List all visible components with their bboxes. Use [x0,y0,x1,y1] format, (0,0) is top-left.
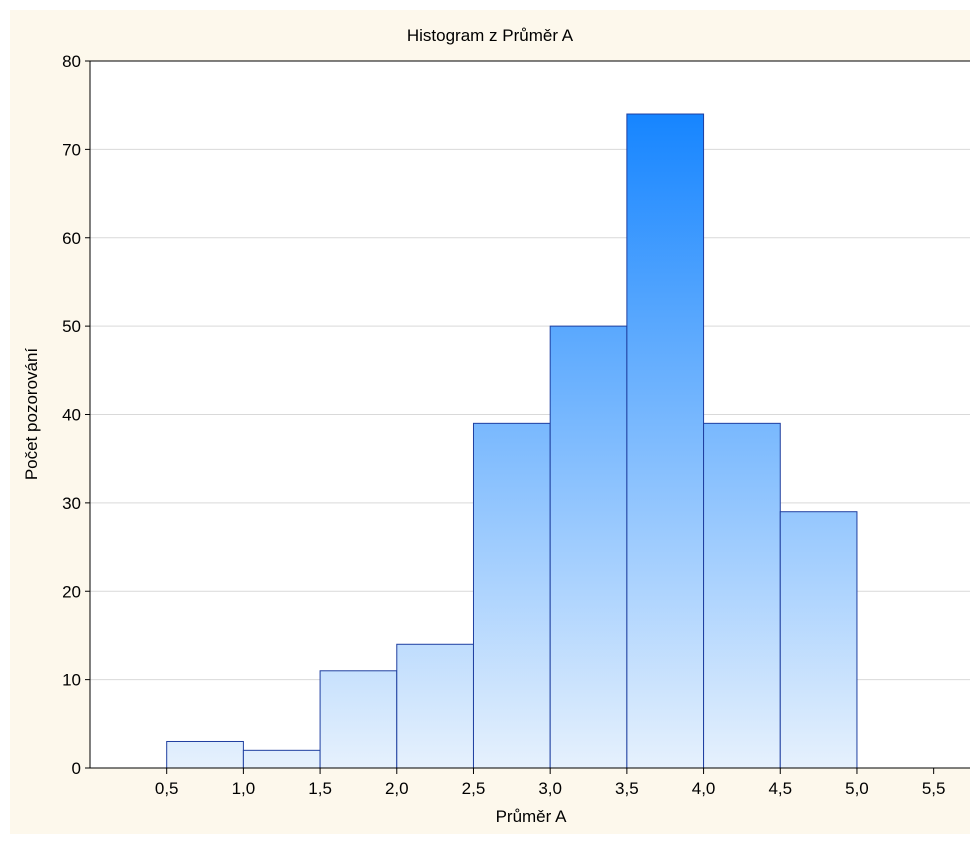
x-tick-label: 1,5 [308,779,332,798]
x-tick-label: 2,5 [462,779,486,798]
bars [166,113,858,769]
y-tick-label: 10 [62,671,81,690]
x-axis-title: Průměr A [496,807,568,826]
histogram-bar [779,511,858,769]
x-tick-label: 3,5 [615,779,639,798]
x-tick-label: 1,0 [232,779,256,798]
x-tick-label: 0,5 [155,779,179,798]
histogram-bar [549,325,628,769]
x-tick-label: 5,5 [922,779,946,798]
y-axis-title: Počet pozorování [22,348,41,481]
x-tick-label: 4,0 [692,779,716,798]
y-tick-label: 50 [62,317,81,336]
y-tick-label: 40 [62,406,81,425]
y-tick-label: 20 [62,582,81,601]
y-axis-ticks: 0 10 20 30 40 50 60 70 80 [62,52,90,778]
histogram-bar [319,670,398,769]
y-tick-label: 70 [62,140,81,159]
x-tick-label: 5,0 [845,779,869,798]
histogram-chart: Histogram z Průměr A 0 10 20 30 40 50 60 70 80 0… [22,26,970,826]
y-tick-label: 0 [72,759,81,778]
histogram-bar [166,740,244,769]
y-tick-label: 30 [62,494,81,513]
histogram-bar [703,422,781,769]
histogram-bar [472,422,551,769]
x-tick-label: 3,0 [538,779,562,798]
x-tick-label: 4,5 [768,779,792,798]
y-tick-label: 60 [62,229,81,248]
histogram-bar [396,643,474,769]
x-tick-label: 2,0 [385,779,409,798]
chart-title: Histogram z Průměr A [407,26,574,45]
chart-frame: Histogram z Průměr A 0 10 20 30 40 50 60 70 80 0… [10,10,970,834]
x-axis-ticks: 0,5 1,0 1,5 2,0 2,5 3,0 3,5 4,0 4,5 5,0 5,5 [155,768,946,798]
y-tick-label: 80 [62,52,81,71]
histogram-bar [626,113,705,769]
histogram-bar [242,749,321,769]
